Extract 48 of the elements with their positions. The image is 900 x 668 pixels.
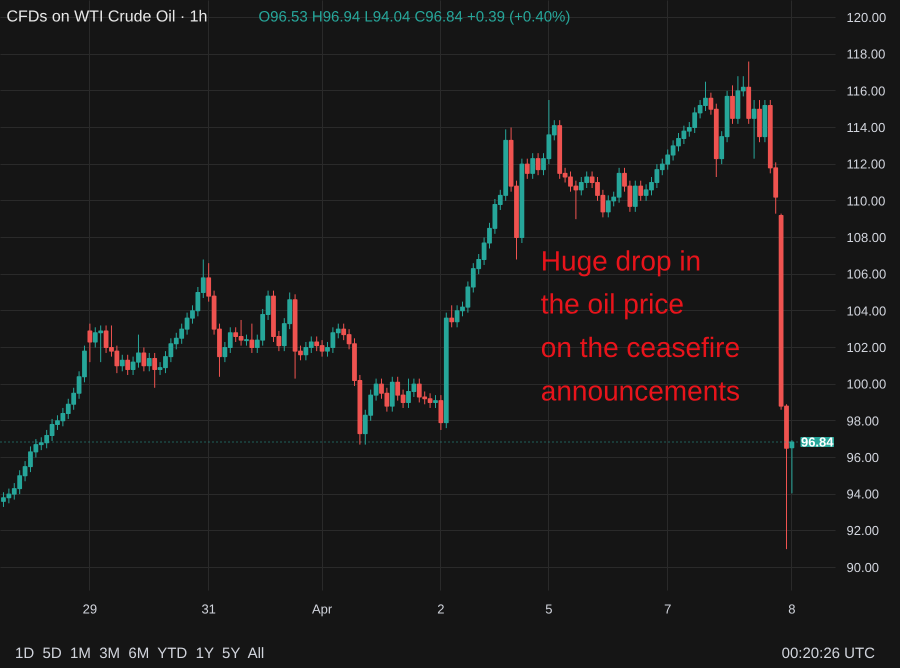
y-tick-label: 92.00: [846, 523, 880, 538]
candlestick: [530, 152, 536, 180]
y-tick-label: 96.00: [846, 450, 880, 465]
x-tick-label: 7: [664, 602, 672, 616]
y-tick-label: 110.00: [846, 193, 886, 208]
text: O96.53 H96.94 L94.04 C96.84 +0.39 (+0.40%): [258, 8, 570, 26]
candlestick: [87, 323, 92, 363]
candlestick: [752, 100, 756, 160]
x-tick-label: 2: [437, 602, 445, 616]
y-tick-label: 106.00: [846, 266, 886, 282]
candlestick: [524, 158, 530, 180]
candlestick: [146, 352, 152, 372]
y-tick-label: 102.00: [846, 340, 886, 355]
candlestick: [730, 84, 735, 124]
candlestick: [244, 334, 249, 346]
candlestick: [536, 152, 540, 176]
y-tick-label: 94.00: [846, 486, 880, 502]
candlestick: [125, 354, 130, 376]
x-tick-label: 8: [788, 602, 796, 616]
y-tick-label: 114.00: [846, 120, 886, 136]
y-tick-label: 120.00: [846, 10, 886, 26]
candlestick: [638, 180, 644, 202]
candlestick: [632, 180, 638, 212]
x-tick-label: 29: [82, 602, 98, 616]
x-tick-label: Apr: [312, 602, 333, 616]
annotation: Huge drop in the oil price on the ceasefire announcements: [540, 245, 740, 407]
y-tick-label: 116.00: [846, 83, 886, 98]
candlestick: [249, 323, 254, 354]
x-tick-label: 31: [201, 602, 216, 616]
candlestick: [438, 394, 444, 430]
text: CFDs on WTI Crude Oil · 1h: [6, 8, 208, 26]
candlestick: [120, 354, 125, 372]
y-tick-label: 90.00: [846, 560, 880, 575]
x-tick-label: 5: [545, 602, 553, 616]
y-tick-label: 112.00: [846, 156, 886, 172]
candlestick: [449, 304, 454, 328]
ref-line-label: 96.84: [800, 434, 834, 450]
candlestick: [390, 376, 395, 412]
candlestick: [152, 352, 158, 388]
text: 1D 5D 1M 3M 6M YTD 1Y 5Y All: [15, 644, 264, 664]
y-tick-label: 100.00: [846, 376, 886, 392]
candlestick: [433, 394, 438, 408]
y-tick-label: 118.00: [846, 46, 886, 62]
y-tick-label: 108.00: [846, 230, 886, 245]
y-tick-label: 98.00: [846, 413, 880, 428]
candlestick: [141, 346, 146, 372]
y-tick-label: 104.00: [846, 303, 886, 318]
text: 00:20:26 UTC: [782, 644, 875, 664]
